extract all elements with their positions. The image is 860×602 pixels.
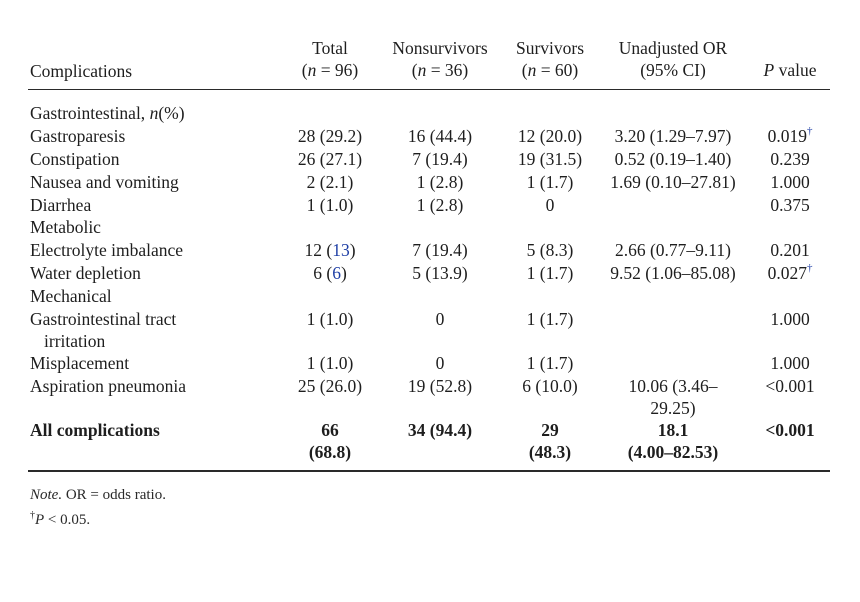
table-row: Electrolyte imbalance 12 (13) 7 (19.4) 5… <box>30 240 810 260</box>
table-row: Misplacement 1 (1.0) 0 1 (1.7) 1.000 <box>30 353 810 373</box>
table-row-continuation: irritation <box>44 331 106 351</box>
reference-link[interactable]: 13 <box>332 240 350 260</box>
table-row: Constipation 26 (27.1) 7 (19.4) 19 (31.5… <box>30 149 810 169</box>
header-p-value: P value <box>763 60 817 80</box>
table-row: Nausea and vomiting 2 (2.1) 1 (2.8) 1 (1… <box>30 172 810 192</box>
table-row: Gastrointestinal tract 1 (1.0) 0 1 (1.7)… <box>30 309 810 329</box>
table-row: Diarrhea 1 (1.0) 1 (2.8) 0 0.375 <box>30 195 810 215</box>
header-total: Total (n = 96) <box>301 38 359 80</box>
table-row-continuation: 29.25) <box>650 398 696 418</box>
table-row: Gastroparesis 28 (29.2) 16 (44.4) 12 (20… <box>30 125 813 146</box>
table-row-total: All complications 66 34 (94.4) 29 18.1 <… <box>30 420 815 440</box>
section-mechanical: Mechanical <box>30 286 112 306</box>
section-metabolic: Metabolic <box>30 217 101 237</box>
header-nonsurvivors: Nonsurvivors (n = 36) <box>392 38 488 80</box>
footer-rule <box>28 470 830 472</box>
footnote-dagger-link[interactable]: † <box>806 262 813 274</box>
table-row: Water depletion 6 (6) 5 (13.9) 1 (1.7) 9… <box>30 262 813 283</box>
footnote-dagger-link[interactable]: † <box>806 125 813 137</box>
header-unadjusted-or: Unadjusted OR (95% CI) <box>618 38 728 80</box>
header-survivors: Survivors (n = 60) <box>515 38 585 80</box>
table-note: Note. OR = odds ratio. <box>30 487 166 503</box>
header-complications: Complications <box>30 61 133 81</box>
reference-link[interactable]: 6 <box>332 263 341 283</box>
section-gastrointestinal: Gastrointestinal, n(%) <box>30 103 185 123</box>
footnote-significance: †P < 0.05. <box>30 510 91 528</box>
header-rule <box>28 89 830 90</box>
table-row-total-continuation: (68.8) (48.3) (4.00–82.53) <box>308 442 719 462</box>
table-row: Aspiration pneumonia 25 (26.0) 19 (52.8)… <box>30 376 815 396</box>
